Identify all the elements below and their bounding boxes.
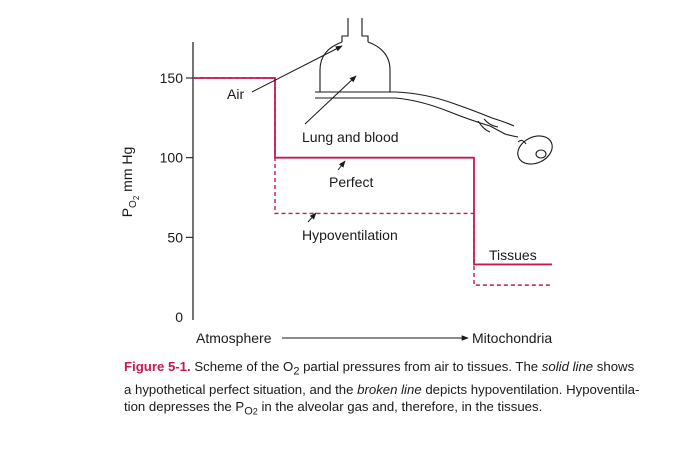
caption-text-2: partial pressures from air to tissues. T… <box>299 359 542 374</box>
x-label-mitochondria: Mitochondria <box>472 330 552 346</box>
caption-sub-2: O <box>244 405 253 418</box>
lung-arrow <box>304 75 357 125</box>
y-tick-label: 50 <box>167 229 183 245</box>
perfect-arrow <box>337 160 346 171</box>
label-air: Air <box>227 86 244 102</box>
solid-line-perfect <box>193 77 552 266</box>
y-tick-label: 150 <box>160 70 184 86</box>
label-tissues: Tissues <box>489 247 537 263</box>
caption-solid-line: solid line <box>541 359 594 374</box>
series-layer <box>193 77 552 286</box>
caption-sub-1: 2 <box>293 365 300 378</box>
label-perfect: Perfect <box>329 174 373 190</box>
caption-text-5: in the alveolar gas and, therefore, in t… <box>257 398 543 414</box>
air-arrow <box>251 45 343 93</box>
figure-label: Figure 5-1. <box>124 359 191 374</box>
lung-illustration <box>315 18 553 165</box>
po2-diagram: 0 50 100 150 PO2 mm Hg Air Lung and blood P… <box>119 18 553 346</box>
label-lung-and-blood: Lung and blood <box>302 129 399 145</box>
y-tick-label: 0 <box>175 309 183 325</box>
broken-line-hypoventilation <box>193 77 552 286</box>
caption-sub-3: 2 <box>252 406 258 417</box>
caption-text-3: shows a hypothetical perfect situation, … <box>124 359 635 397</box>
y-tick-label: 100 <box>160 150 184 166</box>
label-hypoventilation: Hypoventilation <box>302 227 398 243</box>
hypo-arrow <box>307 212 317 223</box>
caption-text-1: Scheme of the O <box>190 359 294 374</box>
figure-caption: Figure 5-1. Scheme of the O2 partial pre… <box>124 358 644 420</box>
y-axis-label: PO2 mm Hg <box>119 147 141 218</box>
x-label-atmosphere: Atmosphere <box>196 330 272 346</box>
y-ticks: 0 50 100 150 <box>160 70 193 325</box>
caption-text-4: depicts hypoventilation. Hypoventila-tio… <box>124 381 640 414</box>
caption-broken-line: broken line <box>357 381 422 397</box>
